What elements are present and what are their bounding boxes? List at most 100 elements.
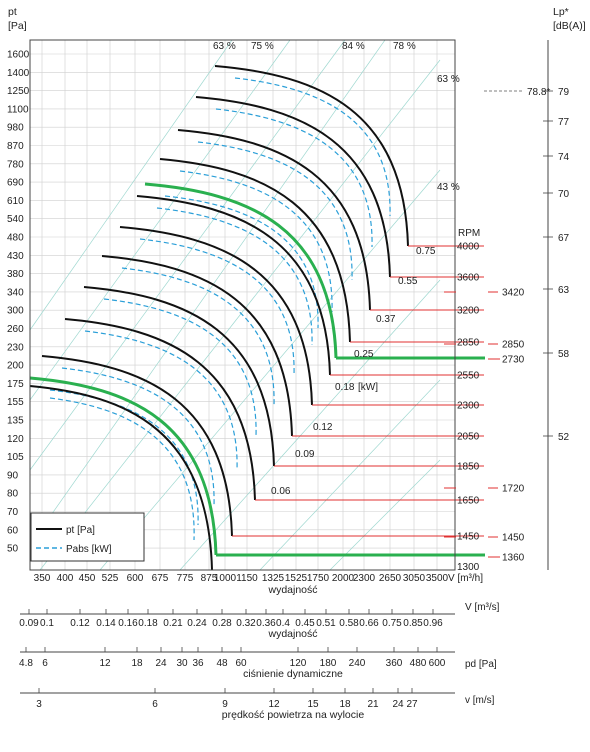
pressure-curve xyxy=(101,255,293,437)
x-tick-label: 2000 xyxy=(332,573,355,584)
right-tick-label: 79 xyxy=(558,87,570,98)
efficiency-guide-line xyxy=(29,39,291,401)
x-tick-label: 1525 xyxy=(285,573,308,584)
pabs-curve xyxy=(139,238,295,376)
scale-tick-label: 600 xyxy=(429,658,446,669)
pabs-curve xyxy=(103,298,257,437)
rpm-extra-label: 3420 xyxy=(502,288,525,299)
scale-tick-label: 6 xyxy=(152,699,158,710)
rpm-extra-label: 1360 xyxy=(502,553,525,564)
y-tick-label: 780 xyxy=(7,159,24,170)
scale-tick-label: 360 xyxy=(386,658,403,669)
y-axis-unit: [Pa] xyxy=(8,20,27,32)
scale-tick-label: 60 xyxy=(235,658,247,669)
x-axis-label: wydajność xyxy=(267,584,317,596)
efficiency-label-63-right: 63 % xyxy=(437,74,460,85)
y-tick-label: 1100 xyxy=(7,104,29,115)
pabs-curve xyxy=(156,207,313,346)
efficiency-label-78: 78 % xyxy=(393,41,416,52)
y-tick-label: 1250 xyxy=(7,86,30,97)
y-tick-label: 155 xyxy=(7,397,24,408)
rpm-label: 2850 xyxy=(457,338,480,349)
scale-tick-label: 48 xyxy=(216,658,228,669)
x-tick-label: 2300 xyxy=(353,573,376,584)
scale-tick-label: 0.32 xyxy=(236,618,256,629)
right-tick-label: 58 xyxy=(558,349,570,360)
dynamic-pressure-unit: pd [Pa] xyxy=(465,659,497,670)
scale-tick-label: 0.66 xyxy=(359,618,379,629)
scale-tick-label: 0.58 xyxy=(339,618,359,629)
efficiency-label-43: 43 % xyxy=(437,182,460,193)
pabs-curve xyxy=(215,108,373,248)
rpm-extra-label: 1450 xyxy=(502,533,525,544)
scale-tick-label: 0.28 xyxy=(212,618,232,629)
pressure-curve xyxy=(41,355,233,537)
pressure-curve xyxy=(29,385,213,571)
x-tick-label: 675 xyxy=(152,573,169,584)
y-tick-label: 340 xyxy=(7,287,24,298)
pabs-curve xyxy=(84,330,238,471)
scale-tick-label: 0.85 xyxy=(403,618,423,629)
right-tick-label: 70 xyxy=(558,189,570,200)
flow-m3s-ticks: 0.09 0.1 0.12 0.14 0.16 0.18 0.21 0.24 0.28 0.32 0… xyxy=(19,609,443,629)
y-tick-label: 120 xyxy=(7,434,24,445)
efficiency-label-84: 84 % xyxy=(342,41,365,52)
pressure-curve xyxy=(159,158,351,343)
rpm-label: 1300 xyxy=(457,562,480,573)
scale-tick-label: 12 xyxy=(99,658,111,669)
rpm-title: RPM xyxy=(458,228,480,239)
rpm-label: 2050 xyxy=(457,432,480,443)
pressure-curve xyxy=(83,286,275,467)
rpm-label: 2550 xyxy=(457,371,480,382)
scale-tick-label: 0.75 xyxy=(382,618,402,629)
flow-m3s-unit: V [m³/s] xyxy=(465,602,500,613)
scale-tick-label: 24 xyxy=(392,699,404,710)
scale-tick-label: 0.14 xyxy=(96,618,116,629)
scale-tick-label: 0.18 xyxy=(138,618,158,629)
fan-curves xyxy=(29,65,409,571)
noise-marker-value: 78.8* xyxy=(527,87,550,98)
pressure-curve xyxy=(144,182,338,359)
dynamic-pressure-ticks: 4.8 6 12 18 24 30 36 48 60 120 180 240 360 480 600 xyxy=(19,647,446,669)
scale-tick-label: 180 xyxy=(320,658,337,669)
y-tick-label: 60 xyxy=(7,525,19,536)
x-tick-label: 350 xyxy=(34,573,51,584)
x-tick-label: 450 xyxy=(79,573,96,584)
rpm-label: 1850 xyxy=(457,462,480,473)
y-tick-label: 300 xyxy=(7,306,24,317)
dynamic-pressure-label: ciśnienie dynamiczne xyxy=(243,668,343,680)
efficiency-guide-line xyxy=(179,279,441,571)
scale-tick-label: 30 xyxy=(176,658,188,669)
rpm-label: 3600 xyxy=(457,273,480,284)
y-tick-label: 430 xyxy=(7,251,24,262)
y-tick-label: 540 xyxy=(7,214,24,225)
scale-tick-label: 0.45 xyxy=(295,618,315,629)
y-tick-label: 870 xyxy=(7,141,24,152)
right-tick-label: 63 xyxy=(558,285,570,296)
rpm-extra-label: 2850 xyxy=(502,340,525,351)
pressure-curve xyxy=(177,129,371,311)
scale-tick-label: 0.4 xyxy=(276,618,290,629)
power-label-075: 0.75 xyxy=(416,246,436,257)
x-tick-label: 1325 xyxy=(262,573,285,584)
legend-box xyxy=(30,512,145,562)
y-tick-label: 260 xyxy=(7,324,24,335)
pressure-curve xyxy=(29,376,218,556)
right-axis-title: Lp* xyxy=(553,6,569,18)
x-tick-label: 1000 xyxy=(214,573,237,584)
power-label-025: 0.25 xyxy=(354,349,374,360)
outlet-velocity-ticks: 3 6 9 12 15 18 21 24 27 xyxy=(36,688,418,710)
right-tick-label: 52 xyxy=(558,432,570,443)
rpm-extra-label: 1720 xyxy=(502,484,525,495)
legend-pabs-label: Pabs [kW] xyxy=(66,544,112,555)
x-axis-unit: V [m³/h] xyxy=(448,573,483,584)
efficiency-label-63-top: 63 % xyxy=(213,41,236,52)
scale-tick-label: 120 xyxy=(290,658,307,669)
outlet-velocity-unit: v [m/s] xyxy=(465,695,495,706)
y-tick-label: 135 xyxy=(7,416,24,427)
pressure-curve xyxy=(195,96,391,278)
scale-tick-label: 18 xyxy=(339,699,351,710)
scale-tick-label: 0.51 xyxy=(316,618,336,629)
rpm-label: 1450 xyxy=(457,532,480,543)
